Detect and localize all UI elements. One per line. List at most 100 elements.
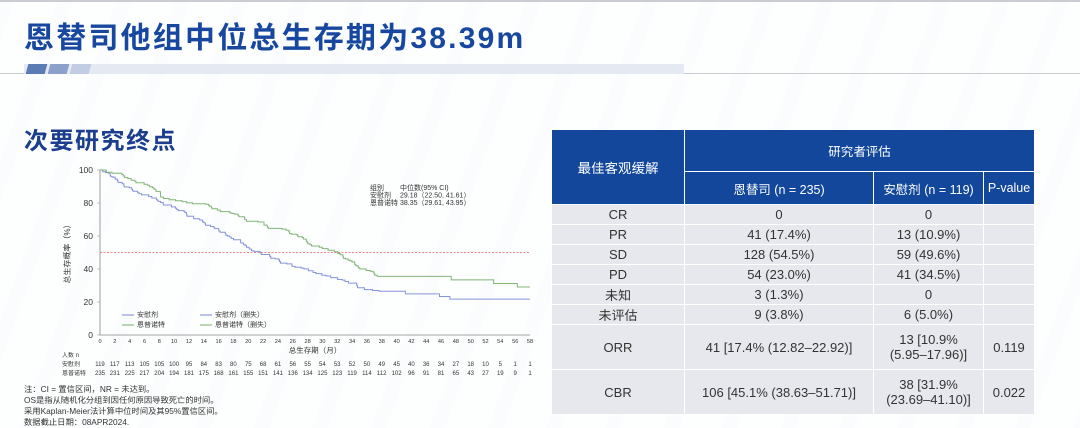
svg-text:102: 102	[392, 371, 403, 377]
svg-text:83: 83	[215, 362, 222, 368]
svg-text:20: 20	[245, 339, 251, 345]
svg-text:18: 18	[467, 362, 474, 368]
svg-text:恩普诺特: 恩普诺特	[62, 369, 86, 377]
svg-text:114: 114	[362, 371, 372, 377]
svg-text:46: 46	[438, 339, 444, 345]
svg-text:60: 60	[84, 231, 94, 241]
svg-text:175: 175	[199, 371, 210, 377]
svg-text:34: 34	[438, 362, 445, 368]
svg-text:84: 84	[200, 362, 207, 368]
svg-text:123: 123	[332, 371, 343, 377]
svg-text:105: 105	[139, 362, 150, 368]
svg-text:4: 4	[128, 339, 131, 345]
svg-text:34: 34	[349, 339, 355, 345]
svg-text:32: 32	[334, 339, 340, 345]
svg-text:136: 136	[288, 371, 299, 377]
svg-text:43: 43	[467, 371, 474, 377]
svg-text:38.35（29.61, 43.95）: 38.35（29.61, 43.95）	[400, 199, 470, 207]
svg-text:12: 12	[186, 339, 192, 345]
svg-text:总生存概率（%）: 总生存概率（%）	[63, 220, 72, 283]
svg-text:105: 105	[154, 362, 165, 368]
svg-text:119: 119	[95, 362, 105, 368]
svg-text:151: 151	[258, 371, 269, 377]
svg-text:168: 168	[214, 371, 225, 377]
svg-text:0: 0	[98, 339, 101, 345]
svg-text:81: 81	[438, 371, 445, 377]
svg-text:总生存期（月）: 总生存期（月）	[289, 346, 342, 355]
svg-text:48: 48	[453, 339, 459, 345]
svg-text:49: 49	[378, 362, 385, 368]
svg-text:231: 231	[110, 371, 121, 377]
svg-text:36: 36	[364, 339, 370, 345]
svg-text:2: 2	[113, 339, 116, 345]
svg-text:50: 50	[364, 362, 371, 368]
svg-text:117: 117	[110, 362, 120, 368]
svg-text:56: 56	[289, 362, 296, 368]
svg-text:75: 75	[245, 362, 252, 368]
svg-text:155: 155	[243, 371, 254, 377]
svg-text:100: 100	[169, 362, 180, 368]
svg-text:42: 42	[408, 339, 414, 345]
svg-text:16: 16	[215, 339, 221, 345]
svg-text:235: 235	[95, 371, 106, 377]
svg-text:53: 53	[334, 362, 341, 368]
svg-text:24: 24	[275, 339, 281, 345]
svg-text:27: 27	[453, 362, 460, 368]
svg-text:恩普诺特（删失）: 恩普诺特（删失）	[215, 321, 271, 329]
svg-text:安慰剂: 安慰剂	[370, 191, 391, 200]
svg-text:141: 141	[273, 371, 284, 377]
svg-text:125: 125	[317, 371, 328, 377]
svg-text:38: 38	[379, 339, 385, 345]
svg-text:30: 30	[319, 339, 325, 345]
svg-text:54: 54	[497, 339, 503, 345]
svg-text:194: 194	[169, 371, 180, 377]
svg-text:95: 95	[186, 362, 193, 368]
svg-text:91: 91	[423, 371, 430, 377]
svg-text:45: 45	[393, 362, 400, 368]
svg-text:52: 52	[482, 339, 488, 345]
svg-text:中位数(95% CI): 中位数(95% CI)	[400, 183, 449, 192]
svg-text:6: 6	[143, 339, 146, 345]
svg-text:22: 22	[260, 339, 266, 345]
svg-text:204: 204	[154, 371, 165, 377]
svg-text:134: 134	[303, 371, 314, 377]
svg-text:61: 61	[275, 362, 282, 368]
svg-text:10: 10	[171, 339, 177, 345]
svg-text:181: 181	[184, 371, 195, 377]
svg-text:58: 58	[527, 339, 533, 345]
svg-text:安慰剂: 安慰剂	[62, 360, 80, 368]
svg-text:27: 27	[482, 371, 489, 377]
svg-text:10: 10	[482, 362, 489, 368]
svg-text:36: 36	[423, 362, 430, 368]
svg-text:80: 80	[84, 198, 94, 208]
svg-text:19: 19	[497, 371, 504, 377]
svg-text:55: 55	[304, 362, 311, 368]
svg-text:28: 28	[304, 339, 310, 345]
svg-text:217: 217	[139, 371, 150, 377]
svg-text:225: 225	[125, 371, 136, 377]
svg-text:119: 119	[347, 371, 357, 377]
svg-text:14: 14	[201, 339, 207, 345]
svg-text:56: 56	[512, 339, 518, 345]
svg-text:161: 161	[228, 371, 239, 377]
svg-text:113: 113	[125, 362, 135, 368]
svg-text:112: 112	[377, 371, 387, 377]
svg-text:96: 96	[408, 371, 415, 377]
svg-text:40: 40	[84, 264, 94, 274]
svg-text:26: 26	[290, 339, 296, 345]
svg-text:8: 8	[158, 339, 161, 345]
svg-text:65: 65	[453, 371, 460, 377]
svg-text:18: 18	[230, 339, 236, 345]
svg-text:50: 50	[468, 339, 474, 345]
svg-text:100: 100	[79, 165, 93, 175]
svg-text:安慰剂: 安慰剂	[137, 310, 158, 319]
svg-text:54: 54	[319, 362, 326, 368]
svg-text:恩普诺特: 恩普诺特	[137, 321, 165, 329]
svg-text:20: 20	[84, 297, 94, 307]
svg-text:人数 n: 人数 n	[62, 352, 79, 359]
svg-text:29.18（22.50, 41.61）: 29.18（22.50, 41.61）	[400, 192, 470, 200]
svg-text:52: 52	[349, 362, 356, 368]
svg-text:44: 44	[423, 339, 429, 345]
svg-text:0: 0	[88, 330, 93, 340]
svg-text:80: 80	[230, 362, 237, 368]
